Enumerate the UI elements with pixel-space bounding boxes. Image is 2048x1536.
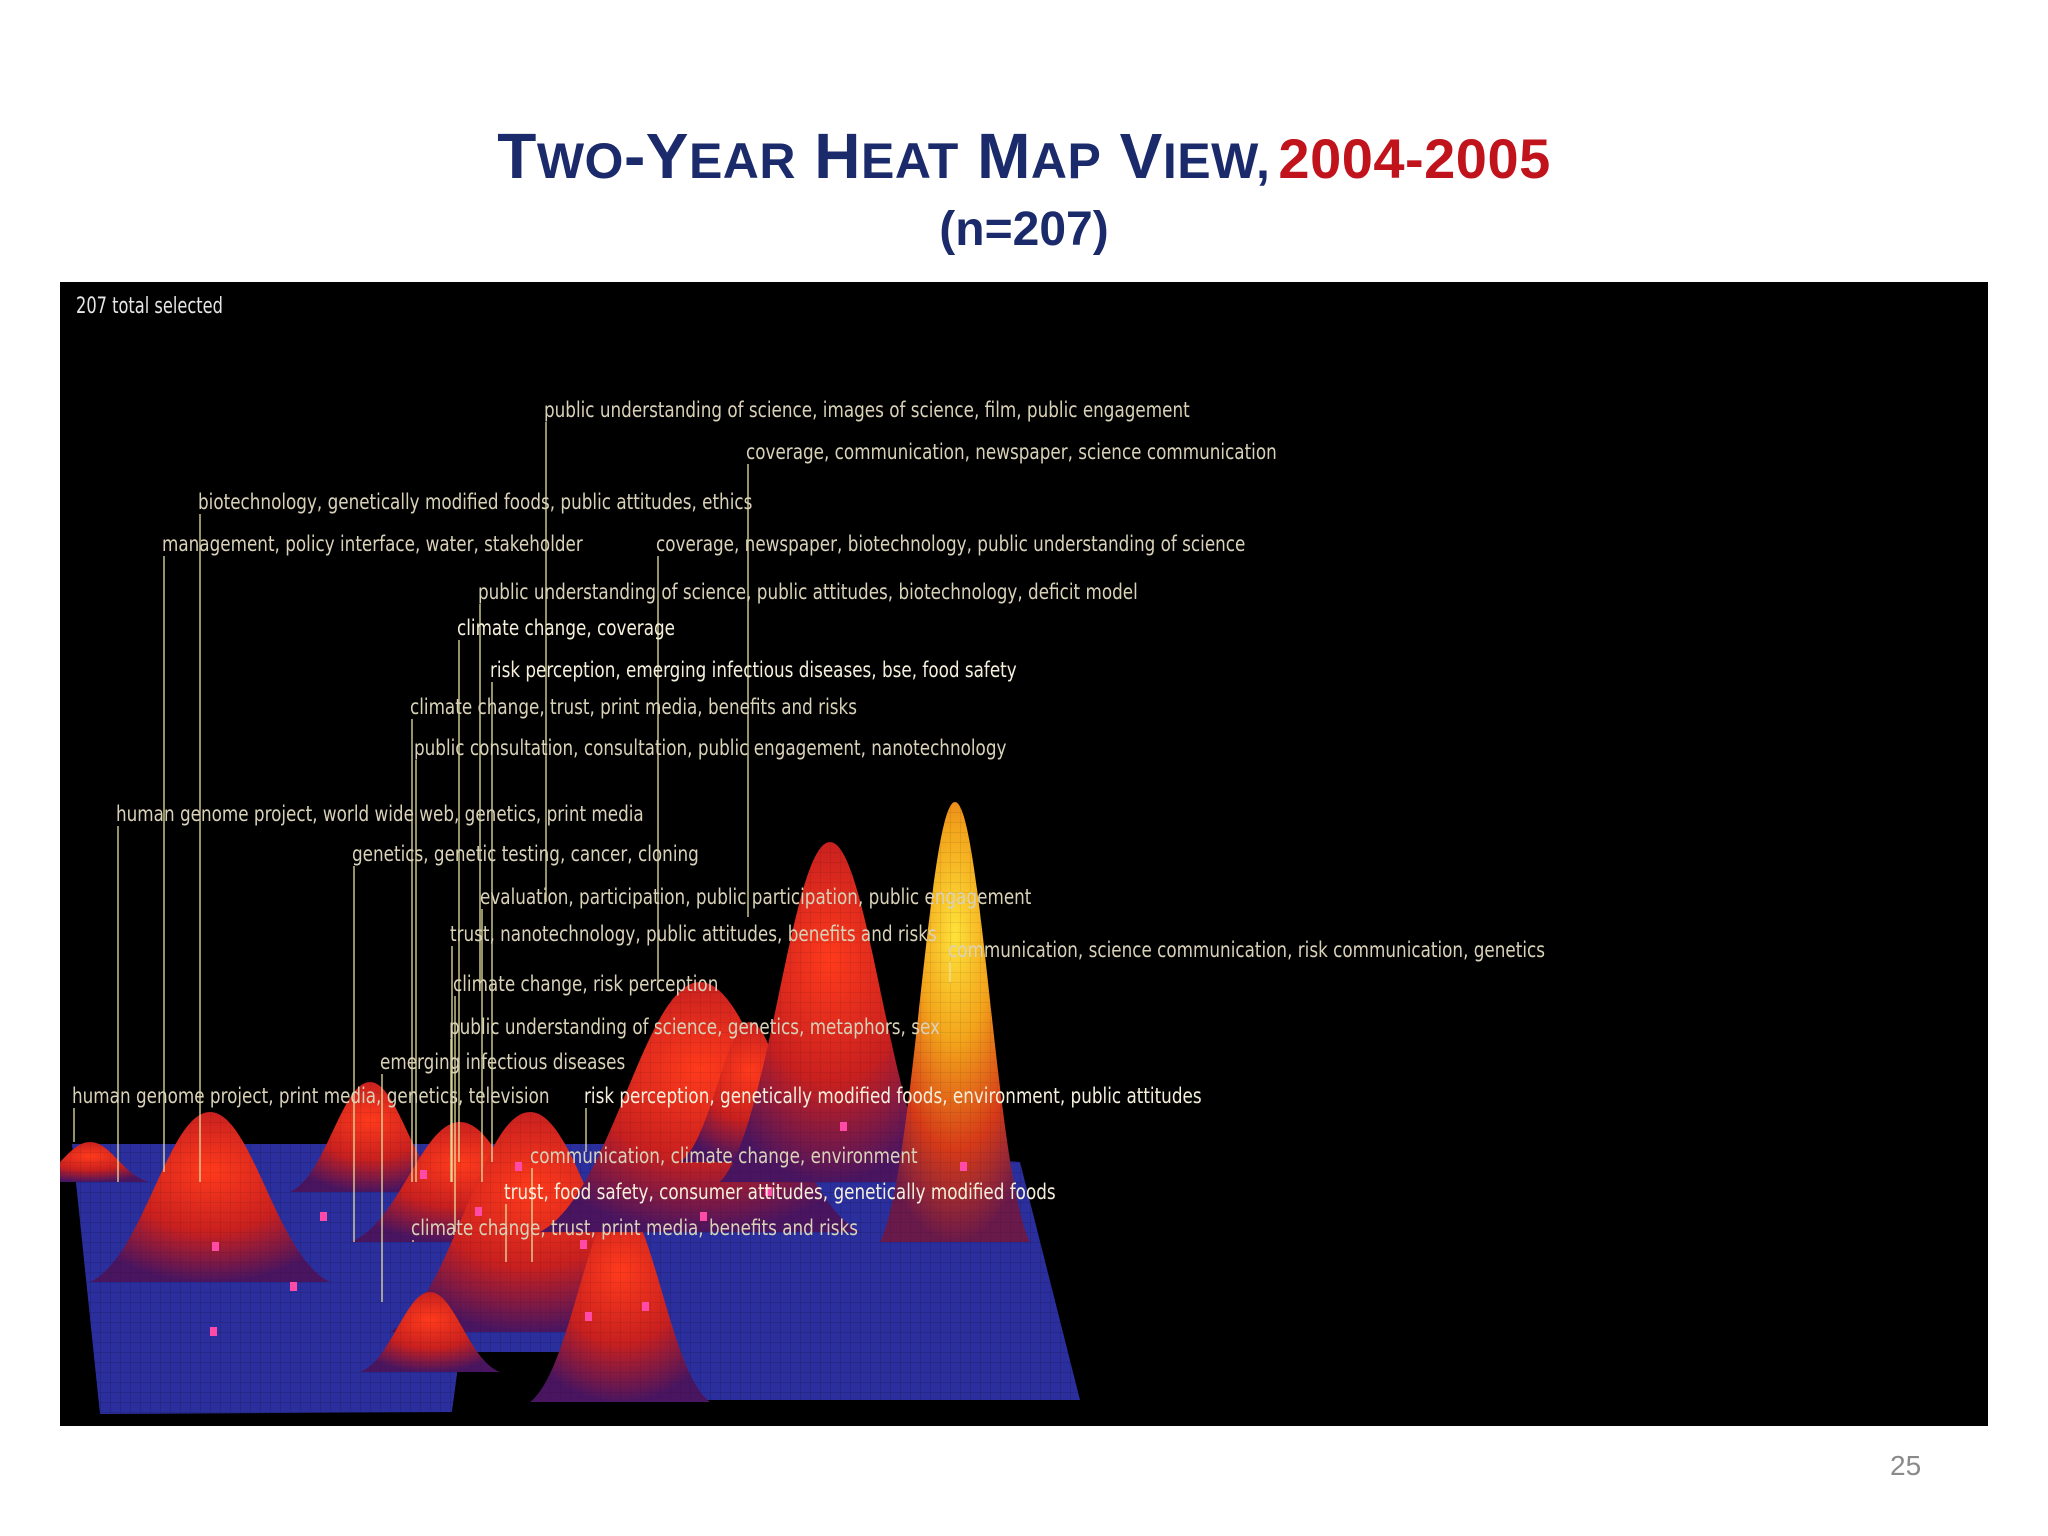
topic-label: emerging infectious diseases <box>380 1050 626 1074</box>
topic-label: biotechnology, genetically modified food… <box>198 490 753 514</box>
slide-subtitle: (n=207) <box>939 203 1109 256</box>
selected-count: 207 total selected <box>76 294 223 319</box>
topic-label: genetics, genetic testing, cancer, cloni… <box>352 842 699 866</box>
title-part: AP <box>1030 133 1102 189</box>
title-part: - <box>623 120 646 192</box>
density-peak-mesh <box>720 842 940 1182</box>
topic-label: public consultation, consultation, publi… <box>414 736 1007 760</box>
document-marker <box>420 1170 427 1179</box>
heat-map-surface <box>60 422 1080 1414</box>
title-part: Y <box>645 120 689 192</box>
topic-label: public understanding of science, images … <box>544 398 1190 422</box>
topic-label: human genome project, print media, genet… <box>72 1084 550 1108</box>
topic-label: risk perception, genetically modified fo… <box>584 1084 1202 1108</box>
title-part: H <box>814 120 862 192</box>
document-marker <box>515 1162 522 1171</box>
title-part: EAT <box>861 133 959 189</box>
document-marker <box>210 1327 217 1336</box>
heat-map-visualization[interactable]: 207 total selected public understanding … <box>60 282 1988 1426</box>
density-peak-mesh <box>90 1112 330 1282</box>
document-marker <box>765 1187 772 1196</box>
density-peak-mesh <box>360 1292 500 1372</box>
topic-label: evaluation, participation, public partic… <box>480 885 1032 909</box>
topic-label: climate change, risk perception <box>453 972 719 996</box>
density-peak-mesh <box>290 1082 450 1192</box>
document-marker <box>290 1282 297 1291</box>
title-part: V <box>1119 120 1163 192</box>
title-part: T <box>497 120 537 192</box>
document-marker <box>585 1312 592 1321</box>
density-peak-mesh <box>60 1142 150 1182</box>
topic-label: communication, climate change, environme… <box>530 1144 918 1168</box>
document-marker <box>320 1212 327 1221</box>
title-part: EAR <box>688 133 797 189</box>
topic-label: communication, science communication, ri… <box>948 938 1545 962</box>
topic-label: coverage, communication, newspaper, scie… <box>746 440 1277 464</box>
title-part: IEW, <box>1162 133 1271 189</box>
topic-label: public understanding of science, genetic… <box>449 1015 940 1039</box>
document-marker <box>580 1240 587 1249</box>
density-peak-mesh <box>530 1202 710 1402</box>
title-part: M <box>977 120 1031 192</box>
topic-label: trust, food safety, consumer attitudes, … <box>504 1180 1056 1204</box>
topic-label: management, policy interface, water, sta… <box>162 532 583 556</box>
document-marker <box>642 1302 649 1311</box>
topic-label: public understanding of science, public … <box>478 580 1138 604</box>
title-part: WO <box>536 133 624 189</box>
document-marker <box>960 1162 967 1171</box>
topic-label: trust, nanotechnology, public attitudes,… <box>450 922 937 946</box>
topic-label: climate change, trust, print media, bene… <box>410 695 857 719</box>
page-number: 25 <box>1890 1450 1922 1481</box>
topic-label: human genome project, world wide web, ge… <box>116 802 644 826</box>
document-marker <box>475 1207 482 1216</box>
topic-label: climate change, coverage <box>457 616 675 640</box>
title-year: 2004-2005 <box>1278 127 1551 190</box>
topic-label: coverage, newspaper, biotechnology, publ… <box>656 532 1246 556</box>
topic-label: climate change, trust, print media, bene… <box>411 1216 858 1240</box>
density-peak-mesh <box>880 802 1030 1242</box>
document-marker <box>840 1122 847 1131</box>
document-marker <box>212 1242 219 1251</box>
slide-title: TWO-YEAR HEAT MAP VIEW, 2004-2005 <box>0 124 2048 188</box>
topic-label: risk perception, emerging infectious dis… <box>490 658 1017 682</box>
document-marker <box>700 1212 707 1221</box>
